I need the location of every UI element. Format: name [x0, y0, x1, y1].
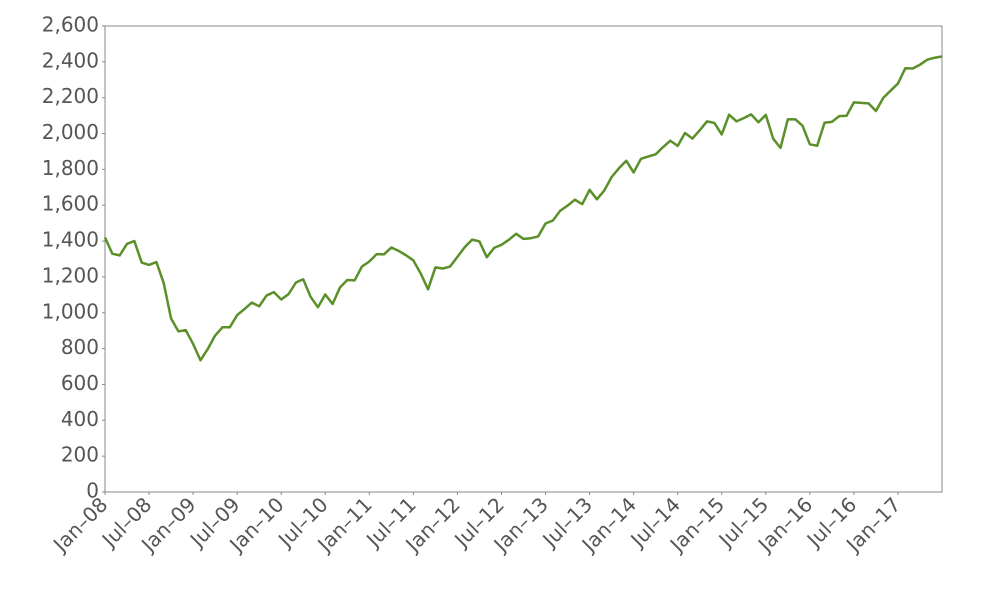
- y-tick-label: 1,200: [42, 263, 99, 287]
- y-tick-label: 400: [61, 407, 99, 431]
- y-tick-label: 2,400: [42, 48, 99, 72]
- y-tick-label: 1,600: [42, 192, 99, 216]
- x-tick-label: Jan–08: [47, 492, 112, 557]
- y-tick-label: 1,000: [42, 299, 99, 323]
- y-tick-label: 1,400: [42, 228, 99, 252]
- y-tick-label: 2,200: [42, 84, 99, 108]
- line-series: [103, 55, 943, 362]
- y-tick-label: 0: [86, 479, 99, 503]
- y-tick-label: 200: [61, 443, 99, 467]
- plot-frame: [104, 25, 943, 493]
- y-tick-label: 2,000: [42, 120, 99, 144]
- y-tick-label: 600: [61, 371, 99, 395]
- y-tick-label: 800: [61, 335, 99, 359]
- y-tick-label: 1,800: [42, 156, 99, 180]
- y-tick-label: 2,600: [42, 13, 99, 37]
